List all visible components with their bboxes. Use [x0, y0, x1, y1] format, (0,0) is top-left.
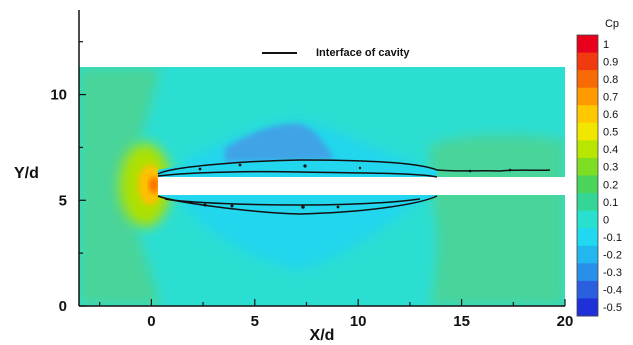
colorbar: Cp 1 0.9 0.8 0.7 0.6 0.5 0.4 0.3 0.2 0.1 0 -0.1 -0.2… — [576, 18, 622, 317]
colorbar-swatch — [577, 298, 598, 317]
colorbar-swatch — [577, 280, 598, 299]
axes — [78, 10, 565, 307]
colorbar-swatch — [577, 122, 598, 141]
contour-field — [79, 67, 565, 306]
y-tick-label: 0 — [59, 298, 67, 315]
colorbar-level-label: 0.5 — [603, 127, 618, 139]
colorbar-swatch — [577, 52, 598, 71]
x-ticks — [99, 299, 566, 306]
colorbar-level-label: 0.2 — [603, 179, 618, 191]
speck — [508, 168, 512, 172]
colorbar-level-label: -0.2 — [603, 250, 622, 262]
x-tick-labels: 0 5 10 15 20 — [147, 313, 573, 330]
speck — [468, 169, 472, 173]
colorbar-level-label: 0.6 — [603, 109, 618, 121]
colorbar-swatch — [577, 210, 598, 229]
y-ticks — [79, 41, 86, 307]
colorbar-level-label: -0.3 — [603, 267, 622, 279]
colorbar-swatch — [577, 105, 598, 124]
colorbar-swatch — [577, 87, 598, 106]
upper-wake-line — [436, 169, 551, 172]
x-tick-label: 20 — [557, 313, 574, 330]
suction-peak-region — [225, 123, 335, 162]
colorbar-level-label: 0.1 — [603, 197, 618, 209]
body-mask — [158, 177, 565, 195]
colorbar-level-label: 0 — [603, 214, 609, 226]
upper-interface-line — [157, 159, 438, 175]
stagnation-red — [149, 177, 159, 193]
colorbar-swatch — [577, 140, 598, 159]
colorbar-level-label: 0.8 — [603, 74, 618, 86]
colorbar-swatch — [577, 157, 598, 176]
colorbar-level-label: 0.4 — [603, 144, 618, 156]
x-tick-label: 10 — [350, 313, 367, 330]
speck — [303, 164, 307, 168]
speck — [301, 205, 305, 209]
downstream-green-region — [430, 135, 565, 306]
colorbar-level-label: 0.9 — [603, 56, 618, 68]
speck — [358, 166, 362, 170]
legend: Interface of cavity — [262, 47, 410, 59]
y-tick-label: 5 — [59, 192, 67, 209]
colorbar-swatch — [577, 70, 598, 89]
colorbar-swatch — [577, 35, 598, 54]
colorbar-swatch — [577, 263, 598, 282]
colorbar-swatch — [577, 245, 598, 264]
lower-inner-line — [164, 198, 421, 206]
speck — [198, 167, 202, 171]
speck — [238, 163, 242, 167]
speck — [203, 203, 207, 207]
x-tick-label: 0 — [147, 313, 155, 330]
colorbar-frame — [576, 34, 599, 317]
cavity-interface-contours — [157, 159, 551, 215]
colorbar-level-label: -0.4 — [603, 285, 622, 297]
x-axis-title: X/d — [310, 327, 335, 344]
x-tick-label: 15 — [453, 313, 470, 330]
colorbar-level-label: 0.3 — [603, 162, 618, 174]
colorbar-level-label: 1 — [603, 39, 609, 51]
cavity-interface-specks — [198, 163, 512, 209]
x-tick-label: 5 — [251, 313, 259, 330]
colorbar-level-label: -0.1 — [603, 232, 622, 244]
y-axis-title: Y/d — [14, 165, 39, 182]
colorbar-swatch — [577, 228, 598, 247]
colorbar-swatch — [577, 175, 598, 194]
speck — [336, 205, 340, 209]
colorbar-swatch — [577, 193, 598, 212]
colorbar-level-label: 0.7 — [603, 91, 618, 103]
colorbar-level-label: -0.5 — [603, 302, 622, 314]
colorbar-title: Cp — [605, 18, 619, 30]
y-tick-labels: 0 5 10 — [50, 87, 67, 315]
speck — [230, 204, 234, 208]
upper-inner-line — [157, 170, 438, 178]
legend-label: Interface of cavity — [316, 47, 410, 59]
y-tick-label: 10 — [50, 87, 67, 104]
